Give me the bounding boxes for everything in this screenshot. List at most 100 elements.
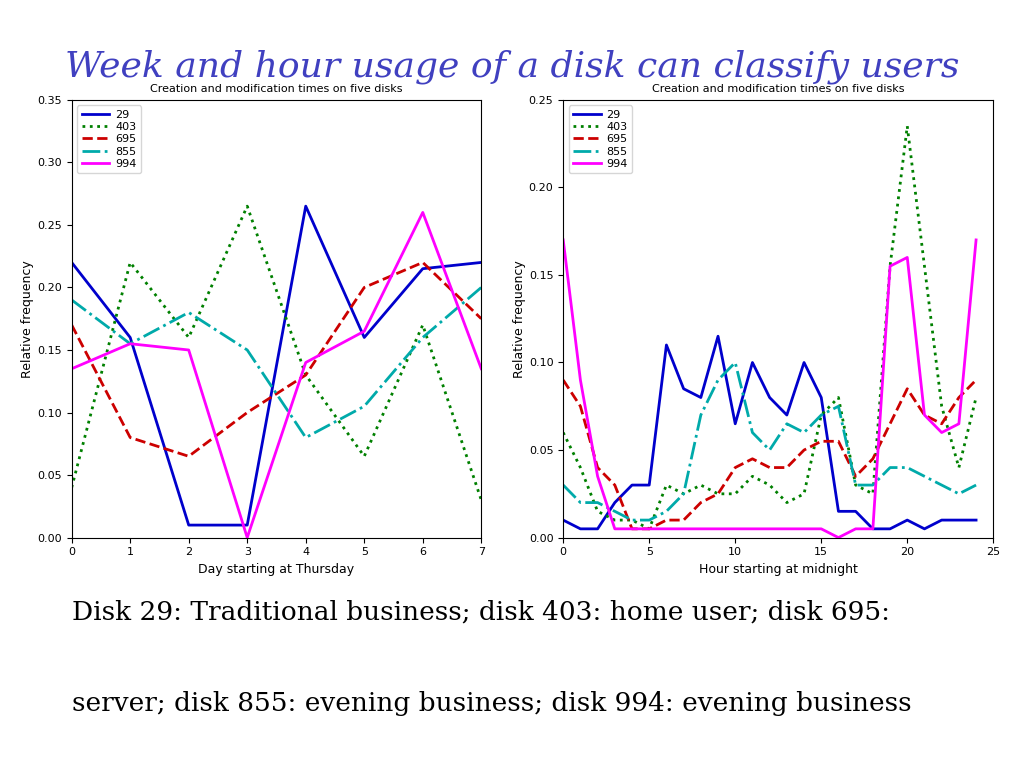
- 403: [557, 428, 569, 437]
- 994: [694, 525, 707, 534]
- 695: [815, 437, 827, 446]
- 994: [417, 208, 429, 217]
- 695: [970, 376, 982, 385]
- 855: [241, 346, 253, 355]
- 695: [712, 489, 724, 498]
- Text: Week and hour usage of a disk can classify users: Week and hour usage of a disk can classi…: [65, 50, 959, 84]
- 695: [608, 481, 621, 490]
- 994: [850, 525, 862, 534]
- 855: [557, 481, 569, 490]
- 403: [475, 495, 487, 505]
- 695: [833, 437, 845, 446]
- 695: [574, 402, 587, 411]
- 29: [300, 201, 312, 210]
- 403: [608, 515, 621, 525]
- Text: server; disk 855: evening business; disk 994: evening business: server; disk 855: evening business; disk…: [72, 691, 911, 717]
- 29: [608, 498, 621, 507]
- Line: 29: 29: [563, 336, 976, 529]
- 695: [901, 384, 913, 393]
- Y-axis label: Relative frequency: Relative frequency: [22, 260, 35, 378]
- 403: [66, 483, 78, 492]
- 855: [678, 489, 690, 498]
- 695: [850, 472, 862, 481]
- 403: [884, 262, 896, 271]
- 403: [901, 121, 913, 131]
- 994: [780, 525, 793, 534]
- 994: [936, 428, 948, 437]
- 994: [866, 525, 879, 534]
- 403: [764, 481, 776, 490]
- 29: [850, 507, 862, 516]
- 994: [833, 533, 845, 542]
- 994: [574, 376, 587, 385]
- 29: [919, 525, 931, 534]
- 403: [660, 481, 673, 490]
- 855: [358, 402, 371, 411]
- 403: [780, 498, 793, 507]
- 403: [952, 463, 965, 472]
- 403: [729, 489, 741, 498]
- 403: [182, 333, 195, 342]
- 994: [952, 419, 965, 429]
- 855: [417, 333, 429, 342]
- 994: [66, 364, 78, 373]
- 29: [833, 507, 845, 516]
- X-axis label: Day starting at Thursday: Day starting at Thursday: [199, 563, 354, 576]
- Legend: 29, 403, 695, 855, 994: 29, 403, 695, 855, 994: [568, 105, 633, 173]
- Line: 695: 695: [72, 263, 481, 456]
- 29: [746, 358, 759, 367]
- 403: [300, 370, 312, 379]
- 855: [66, 296, 78, 305]
- Title: Creation and modification times on five disks: Creation and modification times on five …: [652, 84, 904, 94]
- 695: [798, 445, 810, 455]
- 994: [300, 358, 312, 367]
- 994: [884, 262, 896, 271]
- 855: [660, 507, 673, 516]
- 855: [746, 428, 759, 437]
- 855: [798, 428, 810, 437]
- 403: [643, 525, 655, 534]
- 695: [952, 393, 965, 402]
- 403: [833, 393, 845, 402]
- 29: [764, 393, 776, 402]
- 29: [66, 258, 78, 267]
- 994: [815, 525, 827, 534]
- 695: [592, 463, 604, 472]
- 403: [241, 201, 253, 210]
- 403: [417, 320, 429, 329]
- 29: [660, 340, 673, 349]
- 695: [678, 515, 690, 525]
- 994: [241, 533, 253, 542]
- Title: Creation and modification times on five disks: Creation and modification times on five …: [151, 84, 402, 94]
- 29: [557, 515, 569, 525]
- Legend: 29, 403, 695, 855, 994: 29, 403, 695, 855, 994: [77, 105, 141, 173]
- 29: [936, 515, 948, 525]
- 695: [300, 370, 312, 379]
- 855: [643, 515, 655, 525]
- 695: [475, 314, 487, 323]
- 403: [866, 489, 879, 498]
- 695: [919, 410, 931, 419]
- 695: [626, 525, 638, 534]
- 855: [952, 489, 965, 498]
- 994: [643, 525, 655, 534]
- 855: [729, 358, 741, 367]
- 695: [764, 463, 776, 472]
- 403: [712, 489, 724, 498]
- 29: [358, 333, 371, 342]
- 403: [358, 452, 371, 461]
- 403: [798, 489, 810, 498]
- Line: 994: 994: [563, 240, 976, 538]
- 855: [608, 507, 621, 516]
- 29: [866, 525, 879, 534]
- 994: [919, 410, 931, 419]
- 855: [919, 472, 931, 481]
- 855: [866, 481, 879, 490]
- 695: [660, 515, 673, 525]
- 994: [660, 525, 673, 534]
- 29: [626, 481, 638, 490]
- 29: [884, 525, 896, 534]
- 855: [936, 481, 948, 490]
- 29: [678, 384, 690, 393]
- 403: [850, 481, 862, 490]
